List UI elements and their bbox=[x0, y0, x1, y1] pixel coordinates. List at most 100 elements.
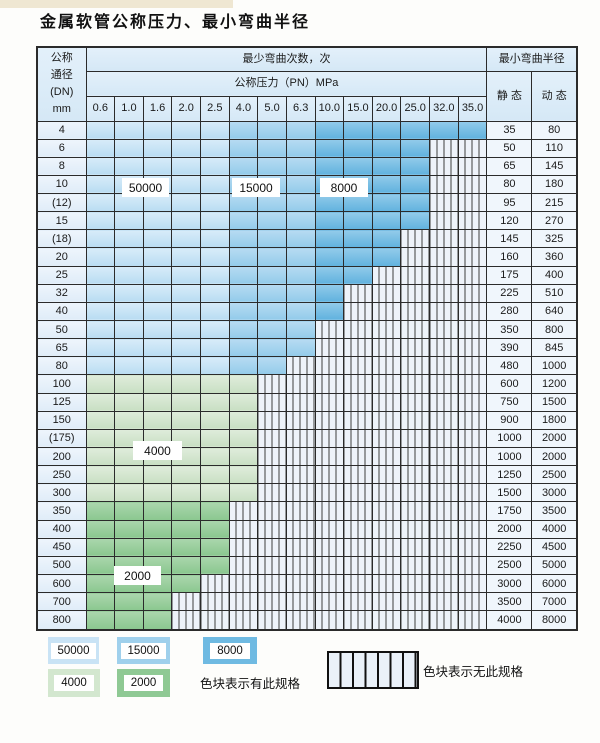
radius-dynamic-cell: 1000 bbox=[531, 356, 578, 376]
spec-cell bbox=[114, 156, 144, 176]
spec-cell bbox=[114, 392, 144, 412]
radius-dynamic-cell: 3500 bbox=[531, 501, 578, 521]
no-spec-cell bbox=[371, 301, 402, 322]
no-spec-cell bbox=[314, 592, 345, 612]
spec-cell bbox=[171, 120, 201, 140]
no-spec-cell bbox=[285, 537, 316, 557]
no-spec-cell bbox=[314, 410, 345, 430]
no-spec-cell bbox=[371, 519, 402, 539]
legend-no-spec-text: 色块表示无此规格 bbox=[423, 665, 524, 679]
spec-cell bbox=[114, 410, 144, 430]
no-spec-cell bbox=[228, 519, 259, 539]
table-row: 50 350 800 bbox=[36, 320, 578, 340]
no-spec-cell bbox=[371, 555, 402, 576]
no-spec-cell bbox=[257, 537, 287, 557]
spec-cell bbox=[171, 320, 201, 340]
spec-cell bbox=[171, 465, 201, 485]
dn-cell: 65 bbox=[36, 338, 87, 358]
spec-cell bbox=[142, 537, 173, 557]
no-spec-cell bbox=[257, 392, 287, 412]
spec-cell bbox=[85, 265, 116, 285]
spec-cell bbox=[200, 174, 230, 195]
no-spec-cell bbox=[343, 610, 373, 631]
table-row: 150 900 1800 bbox=[36, 410, 578, 430]
spec-cell bbox=[200, 265, 230, 285]
radius-dynamic-cell: 325 bbox=[531, 229, 578, 249]
no-spec-cell bbox=[457, 447, 488, 467]
no-spec-cell bbox=[343, 392, 373, 412]
dn-cell: 50 bbox=[36, 320, 87, 340]
no-spec-cell bbox=[285, 610, 316, 631]
radius-dynamic-cell: 6000 bbox=[531, 574, 578, 594]
spec-cell bbox=[314, 156, 345, 176]
no-spec-cell bbox=[343, 519, 373, 539]
table-row: 350 1750 3500 bbox=[36, 501, 578, 521]
radius-static-cell: 280 bbox=[486, 301, 533, 322]
table-row: 500 2500 5000 bbox=[36, 555, 578, 576]
spec-cell bbox=[371, 247, 402, 267]
spec-cell bbox=[85, 465, 116, 485]
spec-cell bbox=[171, 211, 201, 231]
spec-cell bbox=[200, 156, 230, 176]
table-row: 700 3500 7000 bbox=[36, 592, 578, 612]
spec-cell bbox=[200, 301, 230, 322]
spec-cell bbox=[285, 174, 316, 195]
no-spec-cell bbox=[171, 610, 201, 631]
table-row: 20 160 360 bbox=[36, 247, 578, 267]
no-spec-cell bbox=[400, 283, 430, 303]
no-spec-cell bbox=[285, 555, 316, 576]
spec-cell bbox=[200, 193, 230, 213]
spec-cell bbox=[85, 501, 116, 521]
spec-cell bbox=[228, 483, 259, 503]
spec-cell bbox=[400, 120, 430, 140]
dn-header-line2: 通径 bbox=[50, 69, 73, 82]
no-spec-cell bbox=[371, 392, 402, 412]
spec-cell bbox=[142, 283, 173, 303]
no-spec-cell bbox=[371, 338, 402, 358]
spec-cell bbox=[257, 120, 287, 140]
spec-cell bbox=[85, 193, 116, 213]
spec-cell bbox=[314, 211, 345, 231]
spec-cell bbox=[114, 301, 144, 322]
pressure-col-header: 35.0 bbox=[457, 95, 488, 122]
table-row: 40 280 640 bbox=[36, 301, 578, 322]
no-spec-cell bbox=[457, 592, 488, 612]
spec-cell bbox=[314, 283, 345, 303]
spec-cell bbox=[171, 193, 201, 213]
spec-cell bbox=[85, 392, 116, 412]
no-spec-cell bbox=[400, 247, 430, 267]
spec-cell bbox=[114, 265, 144, 285]
spec-cell bbox=[257, 265, 287, 285]
spec-cell bbox=[371, 229, 402, 249]
spec-cell bbox=[228, 374, 259, 394]
spec-cell bbox=[343, 265, 373, 285]
page-top-strip bbox=[0, 0, 233, 8]
spec-cell bbox=[85, 410, 116, 430]
dn-cell: 150 bbox=[36, 410, 87, 430]
spec-cell bbox=[85, 374, 116, 394]
no-spec-cell bbox=[343, 574, 373, 594]
radius-dynamic-cell: 4500 bbox=[531, 537, 578, 557]
radius-dynamic-cell: 110 bbox=[531, 138, 578, 158]
spec-cell bbox=[343, 138, 373, 158]
spec-cell bbox=[142, 519, 173, 539]
table-row: (175) 1000 2000 bbox=[36, 428, 578, 449]
no-spec-cell bbox=[400, 465, 430, 485]
spec-cell bbox=[228, 229, 259, 249]
no-spec-cell bbox=[457, 465, 488, 485]
spec-cell bbox=[142, 465, 173, 485]
spec-cell bbox=[114, 120, 144, 140]
no-spec-cell bbox=[457, 574, 488, 594]
spec-cell bbox=[85, 592, 116, 612]
spec-cell bbox=[171, 519, 201, 539]
legend-swatch-4000: 4000 bbox=[48, 669, 100, 697]
dn-cell: 6 bbox=[36, 138, 87, 158]
no-spec-cell bbox=[400, 338, 430, 358]
spec-cell bbox=[142, 374, 173, 394]
no-spec-cell bbox=[429, 193, 459, 213]
radius-static-cell: 1000 bbox=[486, 447, 533, 467]
spec-cell bbox=[371, 156, 402, 176]
min-bend-radius-header: 最小弯曲半径 bbox=[486, 46, 578, 72]
no-spec-cell bbox=[343, 465, 373, 485]
no-spec-cell bbox=[285, 519, 316, 539]
